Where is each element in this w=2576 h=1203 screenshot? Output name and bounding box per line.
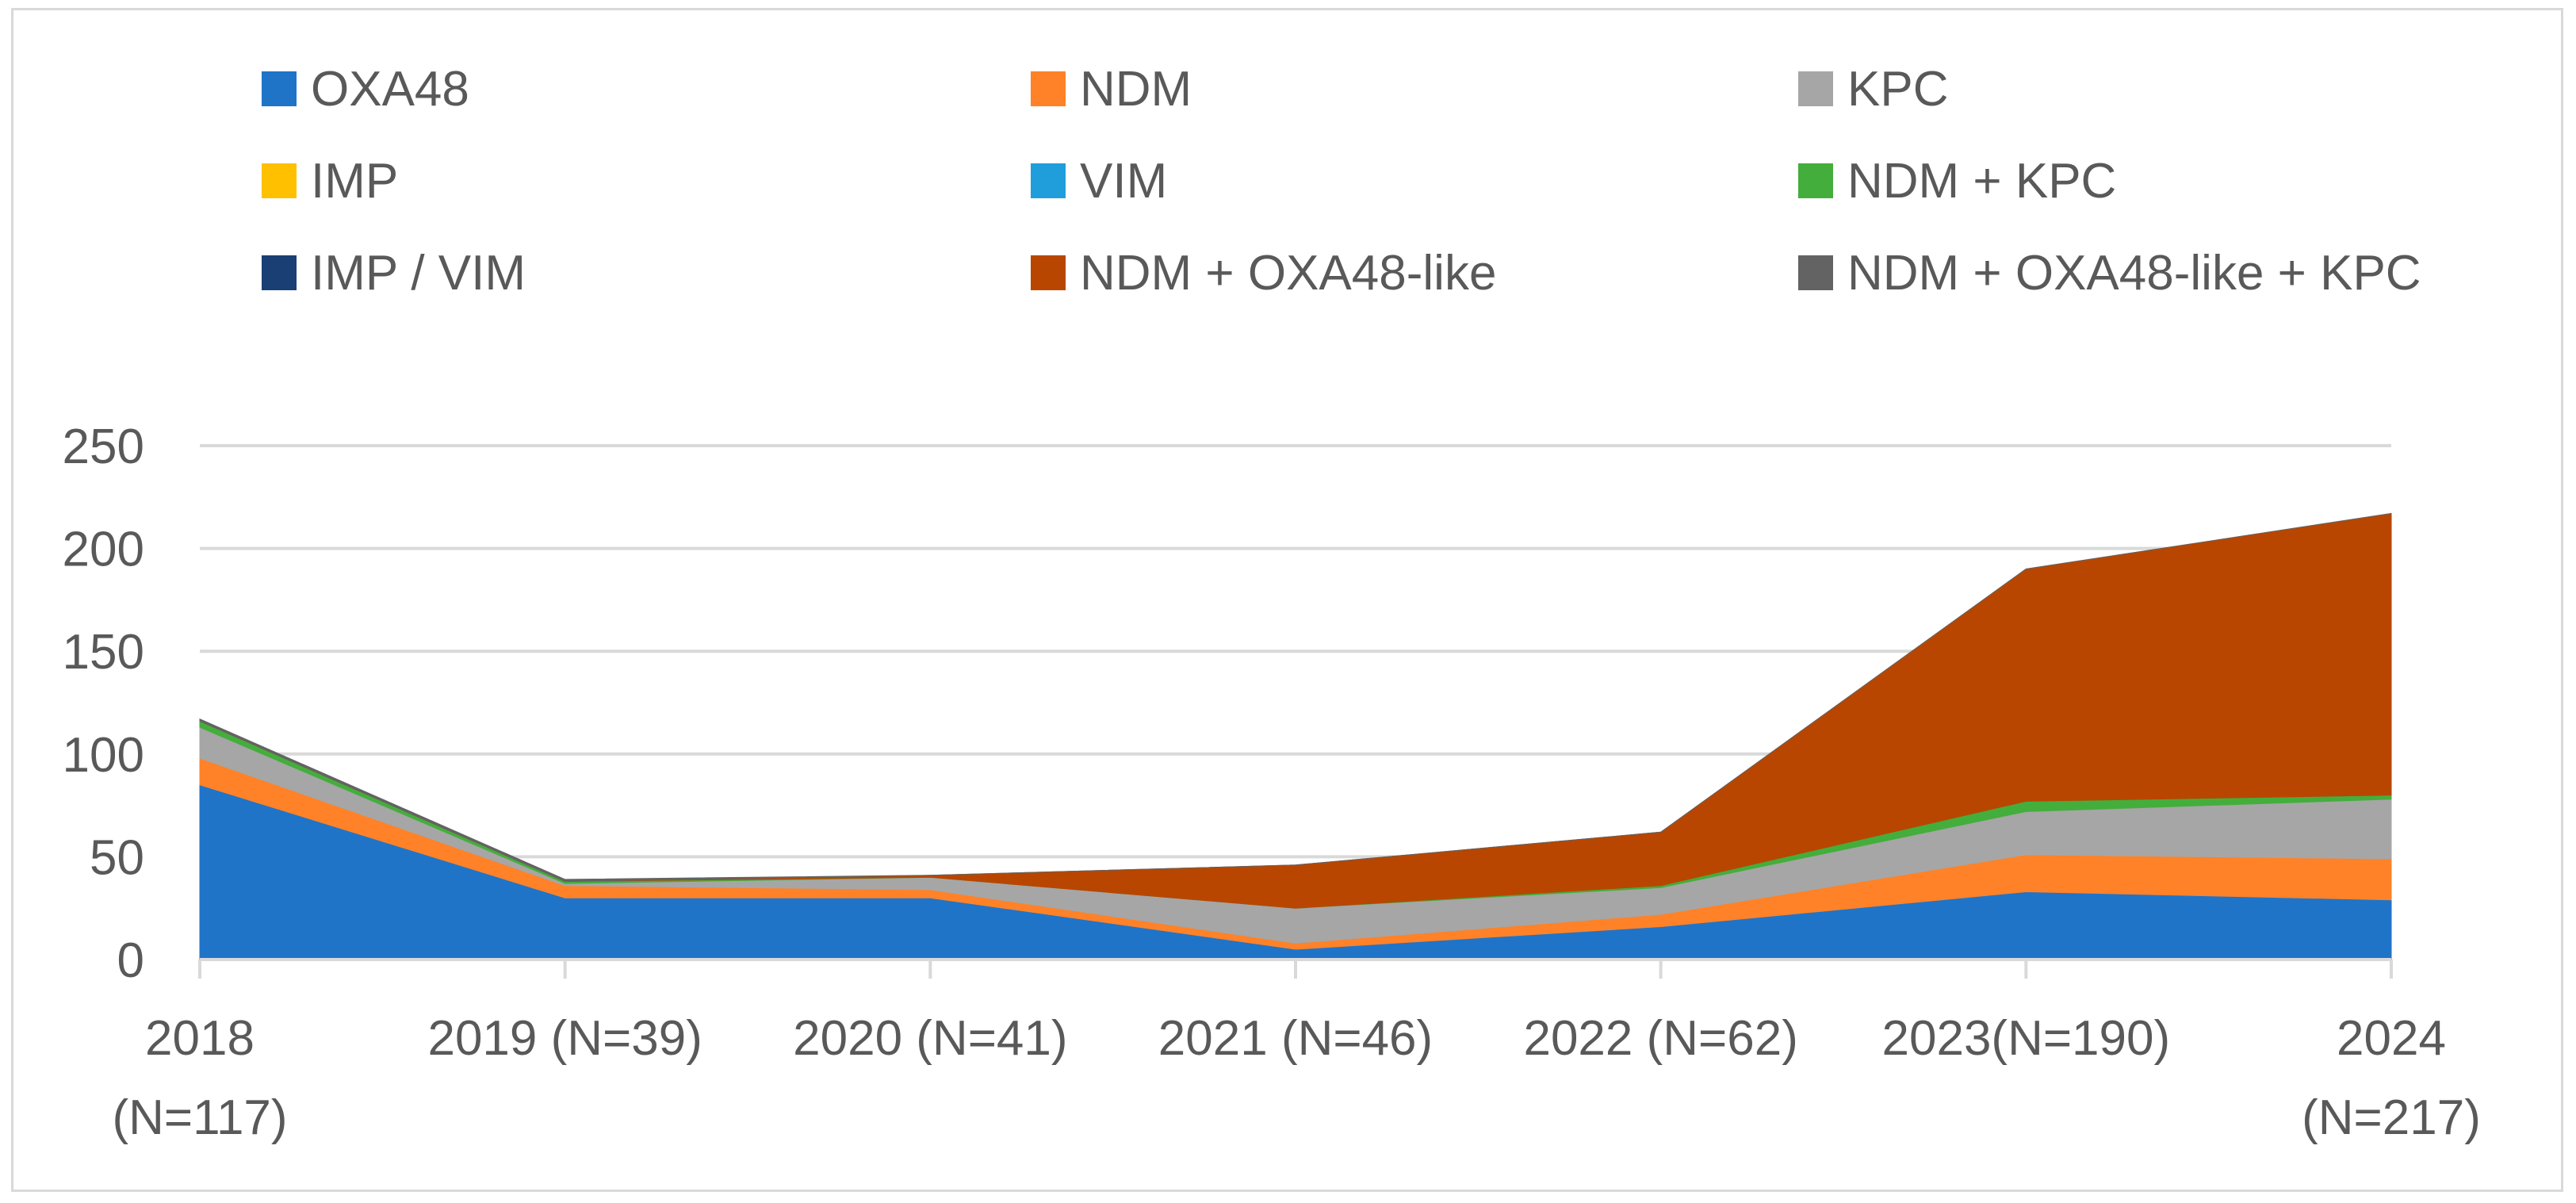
x-tick-label-line: (N=217) [2302, 1090, 2481, 1145]
legend-swatch [1031, 71, 1066, 106]
x-tick-label: 2018 (N=117) [112, 1011, 287, 1145]
legend-swatch [1798, 255, 1833, 290]
x-tick-label-line: 2018 [145, 1011, 255, 1066]
legend-label: NDM + OXA48-like + KPC [1847, 246, 2421, 301]
legend-item: VIM [1031, 154, 1167, 209]
y-axis-tick-labels: 0 50 100 150 200 250 [63, 420, 144, 988]
x-tick-label-line: 2020 (N=41) [793, 1011, 1067, 1066]
x-tick-label-line: 2022 (N=62) [1523, 1011, 1797, 1066]
x-tick-label: 2024 (N=217) [2302, 1011, 2481, 1145]
x-tick-label: 2020 (N=41) [793, 1011, 1067, 1066]
x-tick-label: 2019 (N=39) [427, 1011, 702, 1066]
y-tick-label: 250 [63, 420, 144, 474]
y-tick-label: 100 [63, 728, 144, 783]
legend-swatch [262, 255, 297, 290]
legend-item: KPC [1798, 62, 1948, 117]
legend-label: NDM [1080, 62, 1192, 117]
x-tick-label-line: 2019 (N=39) [427, 1011, 702, 1066]
legend-swatch [1031, 255, 1066, 290]
area-series [199, 513, 2392, 883]
x-tick-label: 2022 (N=62) [1523, 1011, 1797, 1066]
legend-label: OXA48 [311, 62, 469, 117]
legend-label: IMP [311, 154, 398, 209]
legend: OXA48 NDM KPC IMP VIM NDM + KPC IMP / VIM NDM +… [262, 62, 2421, 301]
legend-swatch [1031, 163, 1066, 198]
x-tick-label-line: 2023(N=190) [1882, 1011, 2171, 1066]
legend-swatch [262, 71, 297, 106]
legend-item: OXA48 [262, 62, 469, 117]
y-tick-label: 0 [117, 933, 144, 988]
y-tick-label: 150 [63, 625, 144, 680]
legend-item: NDM + KPC [1798, 154, 2116, 209]
x-axis [198, 958, 2393, 979]
legend-item: NDM + OXA48-like [1031, 246, 1496, 301]
legend-swatch [1798, 163, 1833, 198]
legend-swatch [262, 163, 297, 198]
x-tick-label-line: (N=117) [112, 1090, 287, 1145]
legend-swatch [1798, 71, 1833, 106]
x-tick-label: 2023(N=190) [1882, 1011, 2171, 1066]
x-tick-label: 2021 (N=46) [1158, 1011, 1433, 1066]
legend-label: KPC [1847, 62, 1948, 117]
x-axis-tick-labels: 2018 (N=117) 2019 (N=39) 2020 (N=41) 2021 (N… [112, 1011, 2480, 1145]
x-tick-label-line: 2024 [2337, 1011, 2446, 1066]
x-tick-label-line: 2021 (N=46) [1158, 1011, 1433, 1066]
y-tick-label: 50 [90, 830, 144, 885]
legend-label: NDM + KPC [1847, 154, 2116, 209]
legend-label: VIM [1080, 154, 1167, 209]
legend-item: NDM + OXA48-like + KPC [1798, 246, 2421, 301]
legend-item: IMP / VIM [262, 246, 526, 301]
legend-item: NDM [1031, 62, 1192, 117]
y-tick-label: 200 [63, 523, 144, 577]
legend-label: IMP / VIM [311, 246, 526, 301]
plot-areas [199, 512, 2392, 960]
legend-label: NDM + OXA48-like [1080, 246, 1496, 301]
legend-item: IMP [262, 154, 398, 209]
